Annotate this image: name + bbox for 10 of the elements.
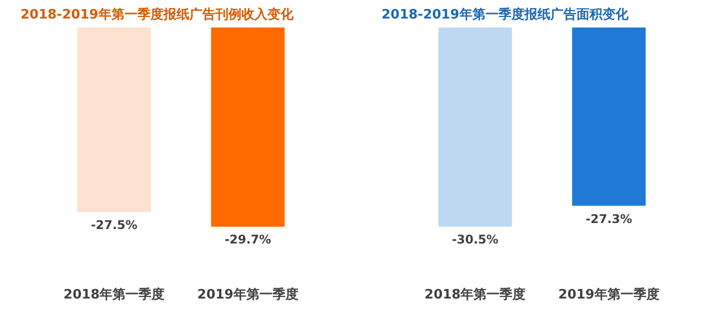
data-label: -29.7%: [224, 232, 272, 247]
x-tick-label: 2019年第一季度: [558, 286, 660, 302]
x-tick-label: 2018年第一季度: [64, 286, 165, 302]
chart-title: 2018-2019年第一季度报纸广告刊例收入变化: [20, 6, 294, 22]
chart-title: 2018-2019年第一季度报纸广告面积变化: [382, 6, 630, 22]
data-label: -27.5%: [90, 218, 138, 232]
x-tick-label: 2019年第一季度: [197, 286, 298, 302]
data-label: -30.5%: [452, 232, 498, 247]
data-label: -27.3%: [586, 212, 632, 226]
x-tick-label: 2018年第一季度: [424, 286, 526, 302]
